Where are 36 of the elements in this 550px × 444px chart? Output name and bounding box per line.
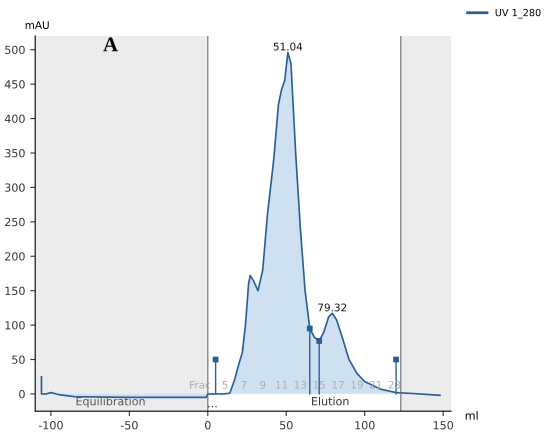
- y-tick-label: 350: [5, 148, 25, 158]
- point: [306, 326, 313, 332]
- x-tick-label: 50: [280, 421, 293, 430]
- legend-label: UV 1_280: [496, 8, 541, 18]
- y-tick-label: 300: [5, 183, 25, 192]
- point: [393, 356, 399, 362]
- y-tick-label: 500: [5, 46, 25, 54]
- y-tick-label: 450: [4, 80, 25, 89]
- annotation: 11: [276, 380, 288, 389]
- annotation: 51.04: [274, 42, 302, 50]
- x-tick-label: 150: [434, 421, 454, 430]
- y-tick-label: 50: [12, 355, 25, 364]
- annotation: 79.32: [318, 303, 346, 312]
- point: [316, 338, 322, 344]
- annotation: 19: [351, 380, 363, 389]
- y-tick-label: 100: [5, 321, 25, 330]
- y-tick-label: 250: [5, 218, 25, 226]
- annotation: 17: [332, 380, 344, 389]
- y-tick-label: 150: [5, 286, 25, 296]
- y-tick-label: 400: [4, 114, 25, 123]
- y-tick-label: 0: [19, 390, 25, 398]
- annotation: 9: [260, 380, 266, 389]
- annotation: A: [103, 38, 118, 52]
- annotation: Elution: [312, 396, 348, 406]
- annotation: 13: [294, 380, 306, 389]
- x-axis-title: ml: [466, 411, 478, 420]
- annotation: 7: [241, 380, 246, 389]
- x-tick-label: 0: [204, 421, 211, 430]
- y-tick-label: 200: [5, 252, 25, 261]
- point: [212, 356, 219, 362]
- annotation: 5: [222, 380, 228, 389]
- y-axis-title: mAU: [26, 21, 49, 30]
- x-tick-label: -50: [120, 421, 138, 430]
- x-tick-label: 100: [355, 421, 375, 430]
- annotation: Equilibration: [76, 396, 145, 408]
- x-tick-label: -100: [38, 421, 63, 430]
